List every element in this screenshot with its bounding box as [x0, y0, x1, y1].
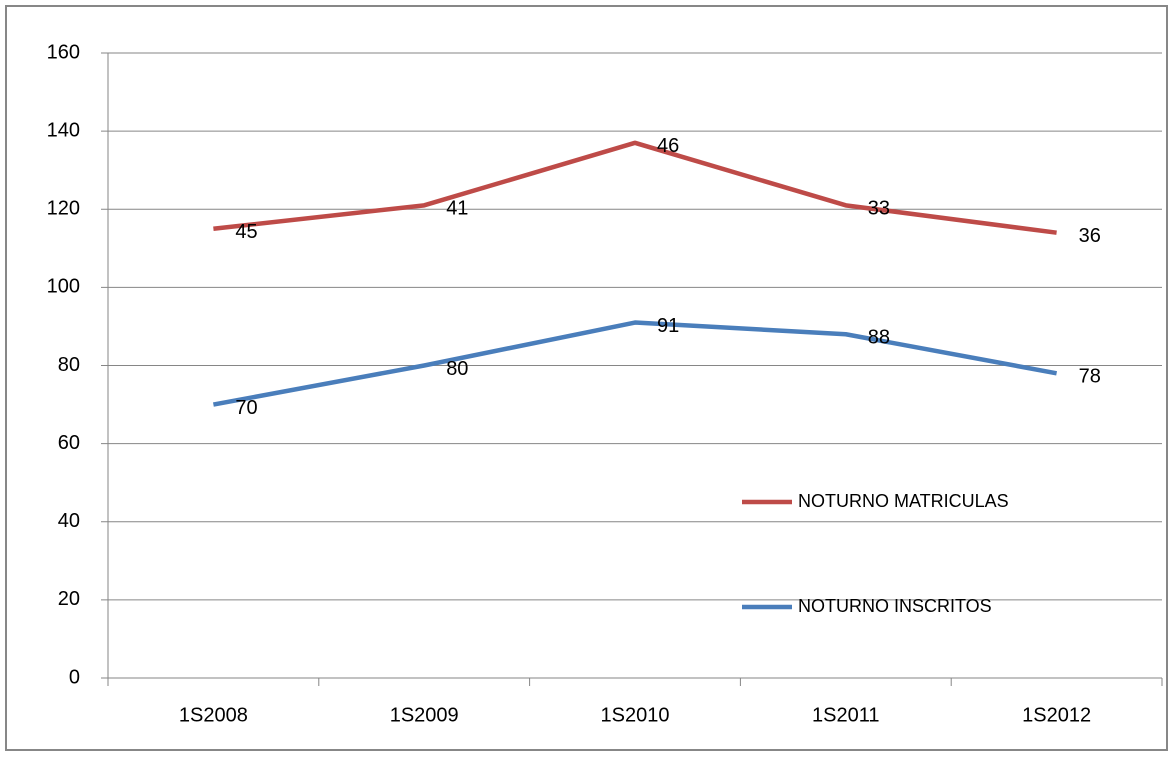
data-label: 88: [868, 327, 890, 349]
series-line: [213, 140, 1057, 235]
y-tick-label: 100: [47, 276, 80, 298]
data-label: 78: [1079, 366, 1101, 388]
legend-label: NOTURNO MATRICULAS: [798, 491, 1009, 511]
x-tick-label: 1S2009: [390, 704, 459, 726]
chart-border: [5, 5, 1168, 751]
y-tick-label: 140: [47, 119, 80, 141]
series-line: [212, 320, 1058, 407]
x-tick-label: 1S2011: [812, 704, 879, 726]
y-tick-label: 160: [47, 41, 80, 63]
y-tick-label: 60: [58, 432, 80, 454]
y-tick-label: 0: [69, 666, 80, 688]
x-tick-label: 1S2012: [1022, 704, 1091, 726]
data-label: 70: [235, 397, 257, 419]
y-tick-label: 20: [58, 588, 80, 610]
data-label: 36: [1079, 225, 1101, 247]
data-label: 41: [446, 198, 468, 220]
legend-label: NOTURNO INSCRITOS: [798, 596, 992, 616]
data-label: 45: [235, 221, 257, 243]
data-label: 80: [446, 358, 468, 380]
y-tick-label: 40: [58, 510, 80, 532]
data-label: 46: [657, 135, 679, 157]
data-label: 91: [657, 315, 679, 337]
x-tick-label: 1S2010: [601, 704, 670, 726]
data-label: 33: [868, 198, 890, 220]
x-tick-label: 1S2008: [179, 704, 248, 726]
y-tick-label: 80: [58, 354, 80, 376]
y-tick-label: 120: [47, 198, 80, 220]
